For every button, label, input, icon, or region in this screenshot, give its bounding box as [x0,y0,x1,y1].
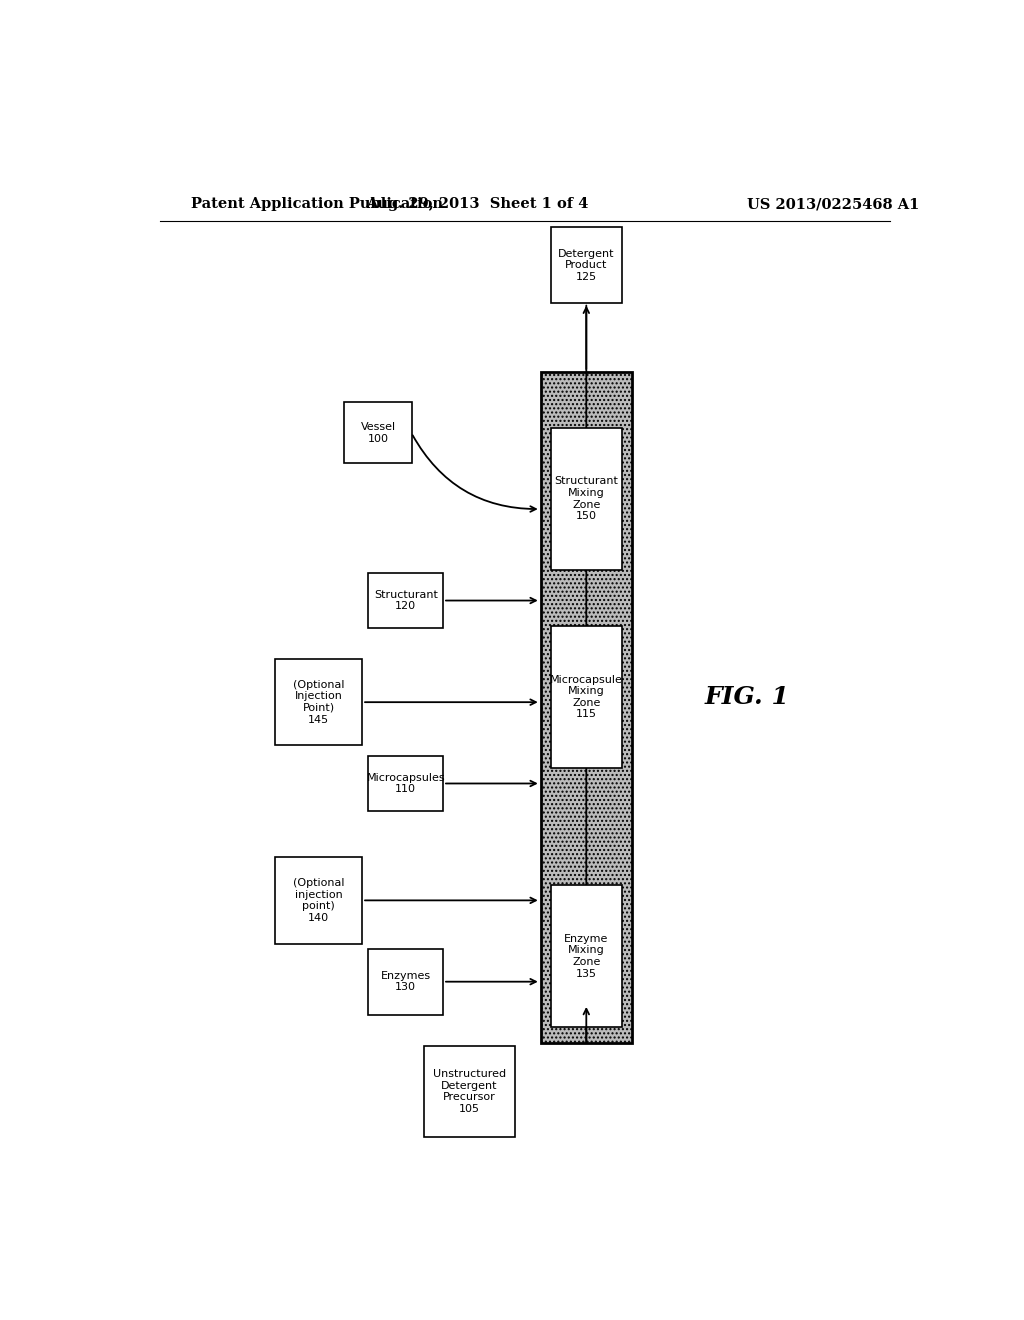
Bar [274,857,362,944]
Text: Detergent
Product
125: Detergent Product 125 [558,248,614,281]
Bar [368,949,443,1015]
Text: Vessel
100: Vessel 100 [360,422,395,444]
Text: Microcapsules
110: Microcapsules 110 [367,772,445,795]
Bar [368,573,443,628]
Bar [551,886,622,1027]
Text: Structurant
Mixing
Zone
150: Structurant Mixing Zone 150 [554,477,618,521]
Text: (Optional
injection
point)
140: (Optional injection point) 140 [293,878,344,923]
Text: US 2013/0225468 A1: US 2013/0225468 A1 [748,197,920,211]
Text: Structurant
120: Structurant 120 [374,590,437,611]
Bar [424,1045,515,1138]
Bar [541,372,632,1043]
Text: Enzyme
Mixing
Zone
135: Enzyme Mixing Zone 135 [564,933,608,978]
Bar [368,755,443,812]
Bar [344,403,412,463]
Text: (Optional
Injection
Point)
145: (Optional Injection Point) 145 [293,680,344,725]
Text: Microcapsule
Mixing
Zone
115: Microcapsule Mixing Zone 115 [550,675,623,719]
Bar [274,659,362,746]
Text: Enzymes
130: Enzymes 130 [381,972,431,993]
Bar [551,626,622,768]
Bar [551,227,622,304]
Bar [551,428,622,570]
Text: FIG. 1: FIG. 1 [705,685,790,709]
Text: Patent Application Publication: Patent Application Publication [191,197,443,211]
Text: Aug. 29, 2013  Sheet 1 of 4: Aug. 29, 2013 Sheet 1 of 4 [366,197,589,211]
Text: Unstructured
Detergent
Precursor
105: Unstructured Detergent Precursor 105 [433,1069,506,1114]
